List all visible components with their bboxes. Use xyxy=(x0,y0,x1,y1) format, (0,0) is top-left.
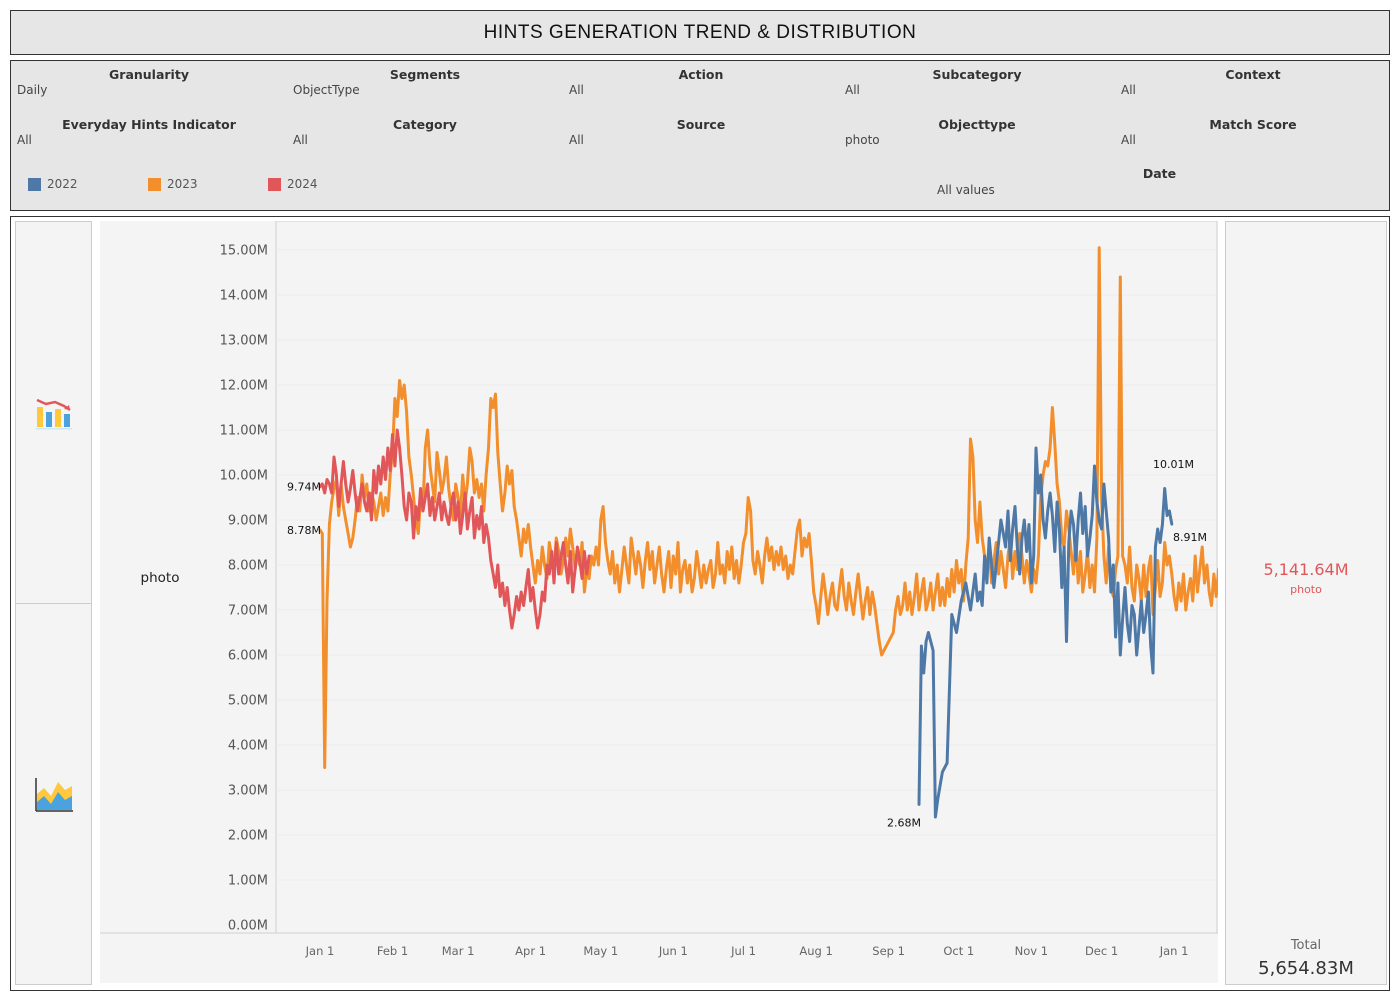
filter-everyday-hints-indicator[interactable]: Everyday Hints Indicator All xyxy=(11,117,287,147)
y-tick-label: 1.00M xyxy=(228,874,268,889)
y-tick-label: 5.00M xyxy=(228,694,268,709)
legend-item-2022[interactable]: 2022 xyxy=(28,177,78,191)
legend-label: 2023 xyxy=(167,177,198,191)
row-label-photo: photo xyxy=(141,570,180,586)
y-tick-label: 0.00M xyxy=(228,919,268,934)
filter-value[interactable]: All xyxy=(569,133,584,147)
dashboard-title: HINTS GENERATION TREND & DISTRIBUTION xyxy=(483,21,917,43)
legend-item-2023[interactable]: 2023 xyxy=(148,177,198,191)
filter-value[interactable]: All xyxy=(845,83,860,97)
filter-label: Action xyxy=(678,67,724,82)
line-bar-chart-icon[interactable] xyxy=(34,392,74,432)
legend-label: 2022 xyxy=(47,177,78,191)
x-tick-label: Mar 1 xyxy=(442,944,475,958)
filter-match-score[interactable]: Match Score All xyxy=(1115,117,1391,147)
data-label: 9.74M xyxy=(287,481,321,494)
filter-value[interactable]: All values xyxy=(937,183,995,197)
legend-swatch xyxy=(148,177,161,191)
filter-value[interactable]: All xyxy=(1121,83,1136,97)
filter-objecttype[interactable]: Objecttype photo xyxy=(839,117,1115,147)
legend-label: 2024 xyxy=(287,177,318,191)
x-tick-label: Jan 1 xyxy=(1159,944,1189,958)
filter-label: Source xyxy=(676,117,726,132)
x-tick-label: Jul 1 xyxy=(730,944,756,958)
filter-subcategory[interactable]: Subcategory All xyxy=(839,67,1115,97)
filter-label: Date xyxy=(1142,166,1177,181)
filter-category[interactable]: Category All xyxy=(287,117,563,147)
y-tick-label: 15.00M xyxy=(220,244,268,259)
y-tick-label: 9.00M xyxy=(228,514,268,529)
filter-label: Context xyxy=(1225,67,1281,82)
legend-swatch xyxy=(268,177,281,191)
y-tick-label: 12.00M xyxy=(220,379,268,394)
x-tick-label: Feb 1 xyxy=(377,944,408,958)
filter-label: Objecttype xyxy=(938,117,1016,132)
filter-value[interactable]: All xyxy=(569,83,584,97)
dashboard-title-bar: HINTS GENERATION TREND & DISTRIBUTION xyxy=(10,10,1390,55)
filter-action[interactable]: Action All xyxy=(563,67,839,97)
x-tick-label: Apr 1 xyxy=(515,944,546,958)
filter-label: Segments xyxy=(389,67,461,82)
x-tick-label: Dec 1 xyxy=(1085,944,1118,958)
data-label: 8.78M xyxy=(287,524,321,537)
filter-value[interactable]: Daily xyxy=(17,83,48,97)
filter-value[interactable]: All xyxy=(1121,133,1136,147)
legend-swatch xyxy=(28,177,41,191)
filter-value[interactable]: ObjectType xyxy=(293,83,360,97)
filter-label: Granularity xyxy=(109,67,189,82)
data-label: 8.91M xyxy=(1173,531,1207,544)
trend-line-chart[interactable]: 0.00M 1.00M 2.00M 3.00M 4.00M 5.00M 6.00M 7.00M… xyxy=(100,221,1218,983)
filter-source[interactable]: Source All xyxy=(563,117,839,147)
x-tick-label: Aug 1 xyxy=(799,944,832,958)
filter-panel: Granularity Daily Segments ObjectType Ac… xyxy=(10,60,1390,211)
total-panel: 5,141.64M photo Total 5,654.83M xyxy=(1225,221,1387,985)
y-tick-label: 8.00M xyxy=(228,559,268,574)
legend-item-2024[interactable]: 2024 xyxy=(268,177,318,191)
filter-granularity[interactable]: Granularity Daily xyxy=(11,67,287,97)
x-tick-label: May 1 xyxy=(583,944,618,958)
x-tick-label: Jun 1 xyxy=(658,944,688,958)
chart-type-switcher xyxy=(15,221,92,985)
grand-total-value: 5,654.83M xyxy=(1258,958,1354,979)
filter-label: Match Score xyxy=(1209,117,1297,132)
series-line-2022 xyxy=(917,446,1174,819)
y-tick-label: 3.00M xyxy=(228,784,268,799)
area-chart-icon[interactable] xyxy=(34,774,74,814)
x-tick-label: Oct 1 xyxy=(943,944,974,958)
trend-chart-area: 0.00M 1.00M 2.00M 3.00M 4.00M 5.00M 6.00M 7.00M… xyxy=(100,221,1218,983)
filter-context[interactable]: Context All xyxy=(1115,67,1391,97)
x-tick-label: Jan 1 xyxy=(305,944,335,958)
filter-date[interactable]: Date All values xyxy=(937,166,1382,197)
y-tick-label: 6.00M xyxy=(228,649,268,664)
data-label: 10.01M xyxy=(1153,458,1194,471)
filter-value[interactable]: All xyxy=(17,133,32,147)
x-tick-label: Sep 1 xyxy=(872,944,905,958)
filter-label: Everyday Hints Indicator xyxy=(62,117,236,132)
y-tick-label: 4.00M xyxy=(228,739,268,754)
y-tick-label: 7.00M xyxy=(228,604,268,619)
filter-value[interactable]: photo xyxy=(845,133,880,147)
y-tick-label: 13.00M xyxy=(220,334,268,349)
filter-value[interactable]: All xyxy=(293,133,308,147)
y-tick-label: 14.00M xyxy=(220,289,268,304)
icon-divider xyxy=(16,603,91,604)
filter-label: Subcategory xyxy=(932,67,1022,82)
photo-total-label: photo xyxy=(1290,583,1322,596)
x-tick-label: Nov 1 xyxy=(1015,944,1048,958)
photo-total-value: 5,141.64M xyxy=(1263,560,1349,579)
y-tick-label: 2.00M xyxy=(228,829,268,844)
series-line-2024 xyxy=(318,428,591,630)
plot-background xyxy=(275,221,1218,934)
y-tick-label: 10.00M xyxy=(220,469,268,484)
y-tick-label: 11.00M xyxy=(220,424,268,439)
filter-segments[interactable]: Segments ObjectType xyxy=(287,67,563,97)
grand-total-label: Total xyxy=(1290,938,1322,953)
data-label: 2.68M xyxy=(887,816,921,829)
series-line-2023 xyxy=(318,246,1218,769)
filter-label: Category xyxy=(393,117,457,132)
